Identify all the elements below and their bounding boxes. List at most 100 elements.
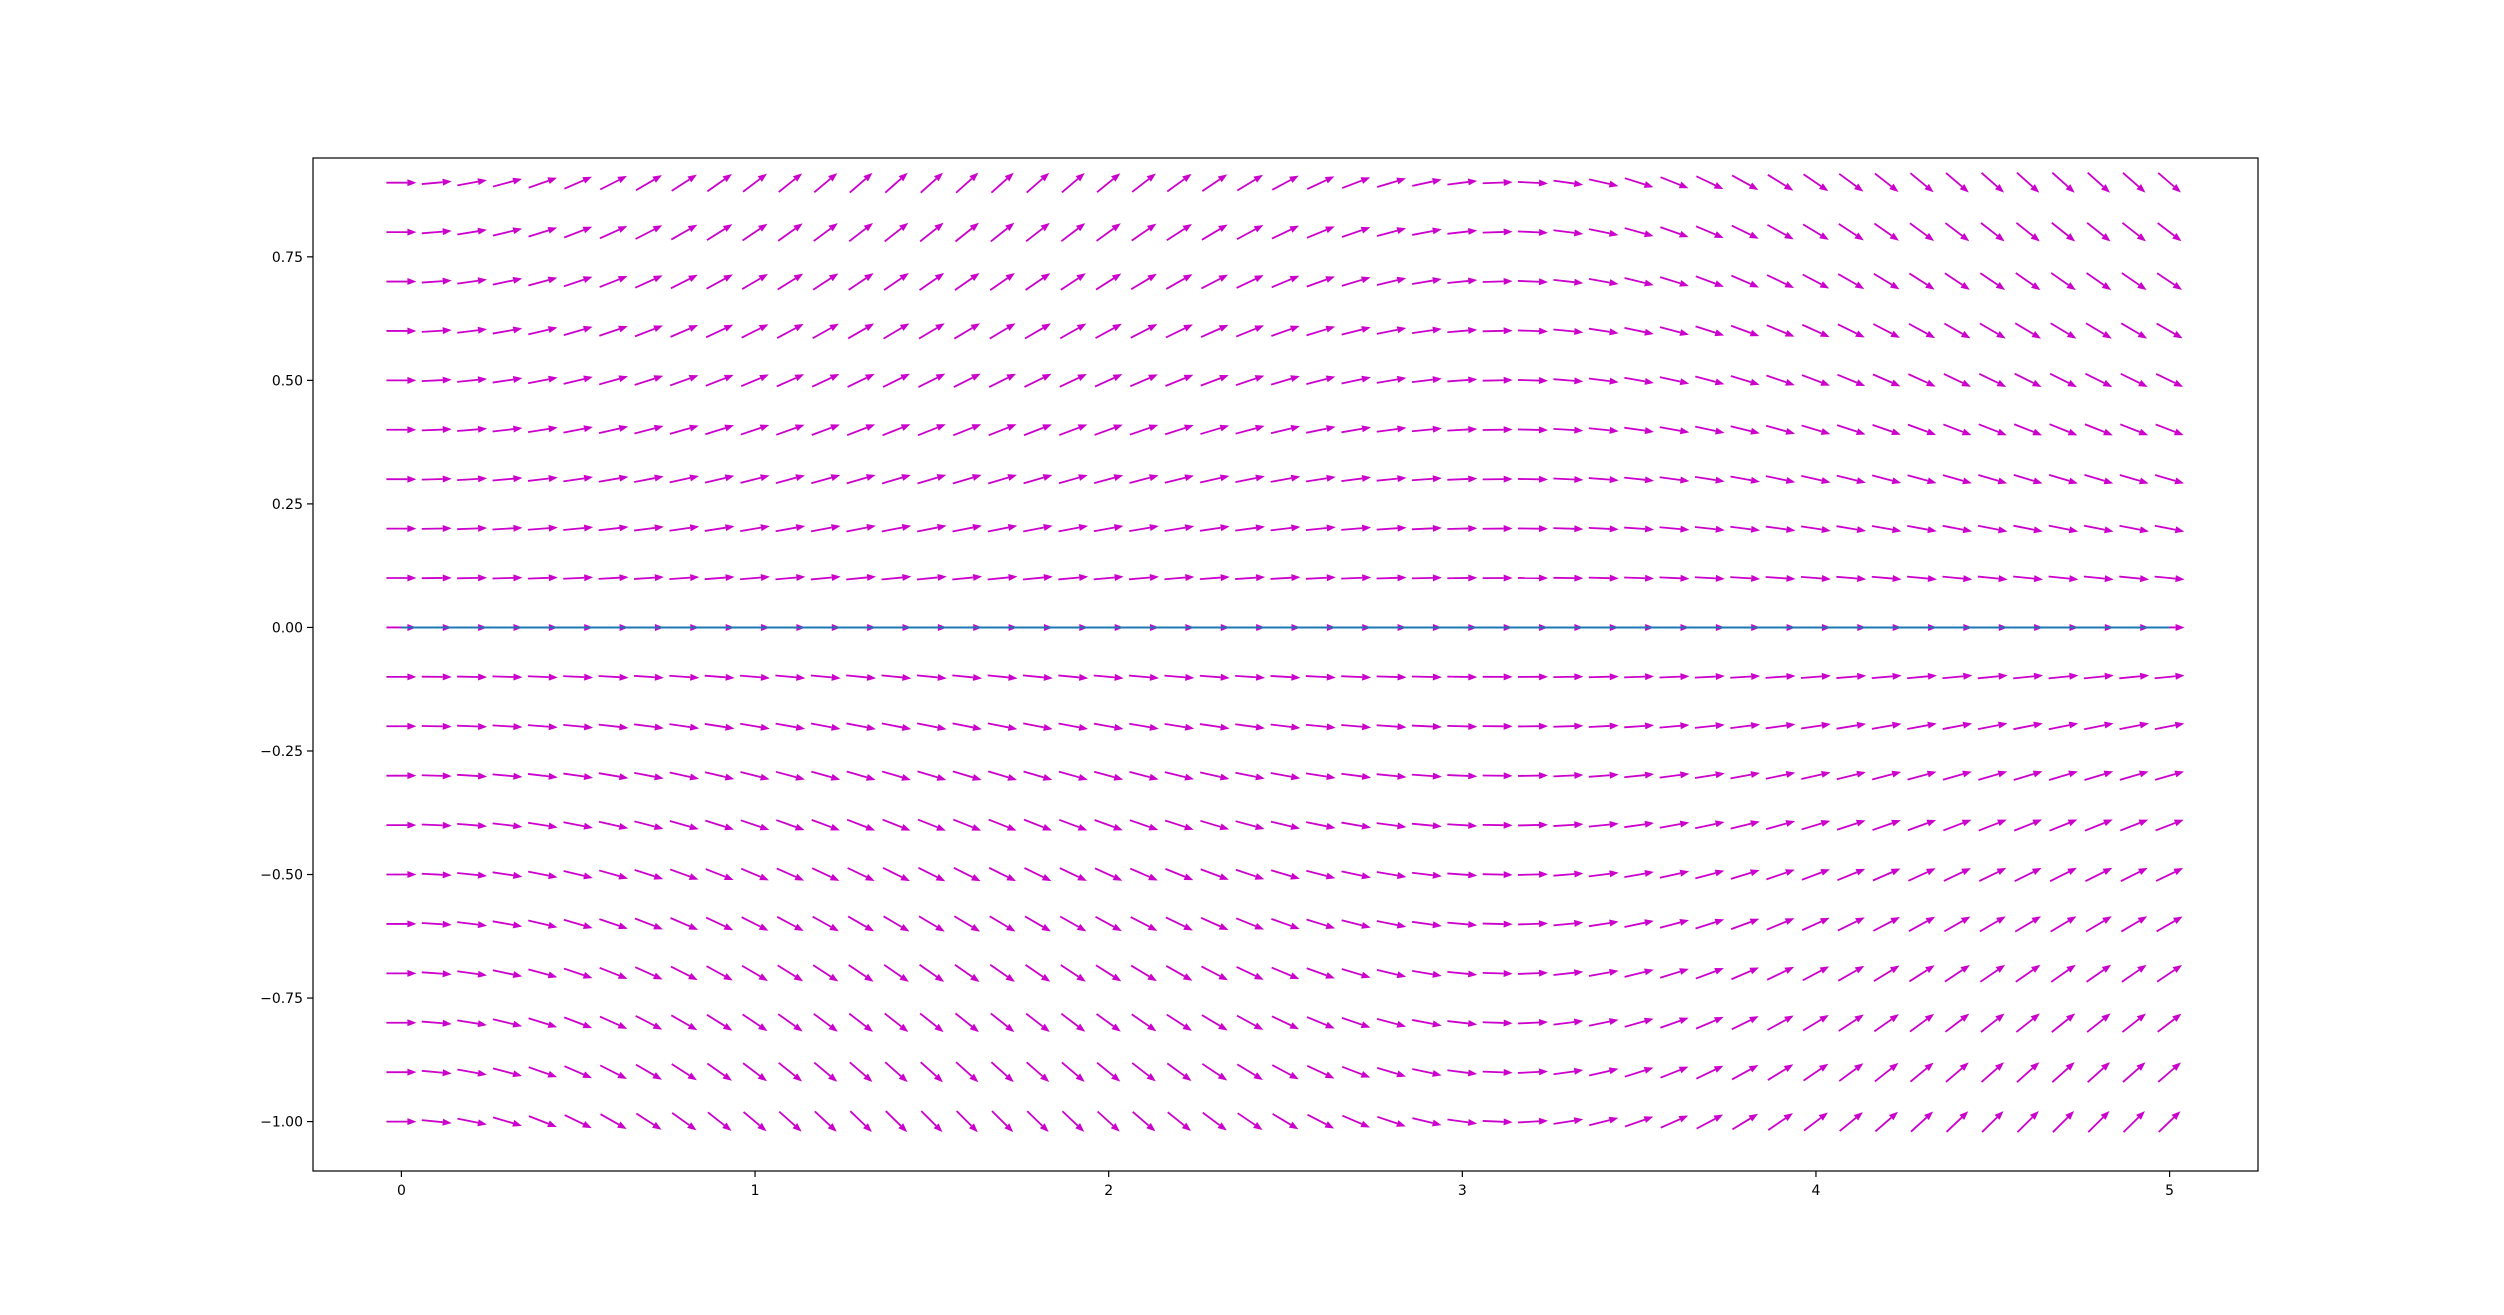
field-arrow	[2119, 819, 2149, 832]
field-arrow	[669, 424, 699, 435]
plot-frame	[312, 157, 2259, 1172]
field-arrow	[1659, 771, 1690, 779]
field-arrow	[990, 172, 1014, 194]
y-tick-label: 0.50	[272, 373, 303, 389]
field-arrow	[2013, 770, 2043, 781]
field-arrow	[527, 375, 558, 385]
field-arrow	[989, 272, 1015, 291]
field-arrow	[1588, 426, 1619, 434]
field-arrow	[2085, 867, 2113, 883]
field-arrow	[1306, 918, 1336, 930]
field-arrow	[1341, 870, 1371, 880]
field-arrow	[1765, 475, 1796, 484]
field-arrow	[563, 524, 594, 532]
field-arrow	[598, 425, 629, 434]
field-arrow	[1730, 820, 1760, 830]
field-arrow	[2121, 1013, 2147, 1033]
field-arrow	[1837, 373, 1866, 387]
field-arrow	[740, 574, 770, 582]
field-arrow	[1908, 965, 1935, 983]
field-arrow	[1201, 1014, 1228, 1031]
field-arrow	[1412, 1019, 1442, 1028]
field-arrow	[916, 673, 947, 681]
field-arrow	[953, 915, 981, 932]
field-arrow	[1659, 426, 1690, 435]
field-arrow	[421, 277, 452, 285]
field-arrow	[919, 222, 944, 243]
field-arrow	[634, 424, 664, 435]
field-arrow	[1800, 574, 1831, 582]
field-arrow	[1482, 1118, 1513, 1126]
field-arrow	[2083, 672, 2114, 680]
field-arrow	[1765, 574, 1796, 582]
field-arrow	[1305, 474, 1336, 483]
field-arrow	[1942, 524, 1973, 534]
field-arrow	[421, 426, 452, 434]
field-arrow	[1659, 376, 1690, 386]
field-arrow	[669, 723, 700, 731]
field-arrow	[1943, 423, 1972, 436]
field-arrow	[1695, 275, 1724, 287]
field-arrow	[1588, 377, 1619, 385]
field-arrow	[1411, 425, 1442, 433]
field-arrow	[1412, 969, 1442, 978]
field-arrow	[704, 574, 735, 582]
field-arrow	[1874, 1062, 1899, 1083]
field-arrow	[1447, 920, 1478, 928]
field-arrow	[920, 1110, 943, 1133]
field-arrow	[1588, 525, 1619, 533]
x-tick-label: 5	[2165, 1183, 2174, 1199]
field-arrow	[1871, 525, 1902, 534]
field-arrow	[1165, 374, 1194, 387]
field-arrow	[920, 172, 944, 194]
field-arrow	[1943, 373, 1971, 387]
field-arrow	[1376, 177, 1406, 188]
field-arrow	[1058, 722, 1089, 731]
field-arrow	[1305, 723, 1336, 731]
field-arrow	[1731, 967, 1760, 981]
field-arrow	[1802, 1014, 1829, 1032]
field-arrow	[1201, 965, 1229, 981]
field-arrow	[1908, 373, 1936, 387]
field-arrow	[1094, 867, 1123, 881]
field-arrow	[1801, 869, 1830, 881]
y-tick-label: −0.25	[260, 744, 303, 760]
field-arrow	[2050, 322, 2077, 339]
field-arrow	[1978, 423, 2007, 436]
field-arrow	[1164, 574, 1195, 582]
field-arrow	[1518, 772, 1549, 780]
field-arrow	[1766, 324, 1795, 337]
field-arrow	[1730, 918, 1760, 930]
field-arrow	[1164, 524, 1195, 532]
field-arrow	[492, 1116, 522, 1127]
field-arrow	[386, 722, 417, 730]
field-arrow	[492, 227, 523, 237]
field-arrow	[1094, 819, 1123, 831]
field-arrow	[740, 424, 770, 436]
field-arrow	[1059, 373, 1087, 388]
field-arrow	[1093, 574, 1124, 581]
field-arrow	[1767, 1064, 1794, 1081]
field-arrow	[1093, 770, 1124, 781]
field-arrow	[1589, 1116, 1619, 1127]
field-arrow	[1588, 771, 1619, 779]
field-arrow	[1979, 272, 2006, 291]
field-arrow	[1942, 672, 1973, 680]
field-arrow	[813, 1013, 838, 1032]
field-arrow	[1659, 722, 1690, 730]
field-arrow	[421, 524, 452, 532]
field-arrow	[1447, 673, 1478, 681]
field-arrow	[810, 722, 841, 731]
field-arrow	[881, 524, 912, 533]
field-arrow	[1624, 1017, 1654, 1028]
field-arrow	[1376, 326, 1407, 335]
field-arrow	[2119, 721, 2149, 731]
field-arrow	[987, 524, 1018, 533]
field-arrow	[1836, 474, 1866, 485]
field-arrow	[990, 1061, 1014, 1083]
field-arrow	[421, 376, 452, 384]
field-arrow	[1376, 375, 1407, 384]
field-arrow	[1271, 175, 1299, 191]
field-arrow	[1131, 1013, 1157, 1032]
field-arrow	[1909, 1013, 1935, 1033]
